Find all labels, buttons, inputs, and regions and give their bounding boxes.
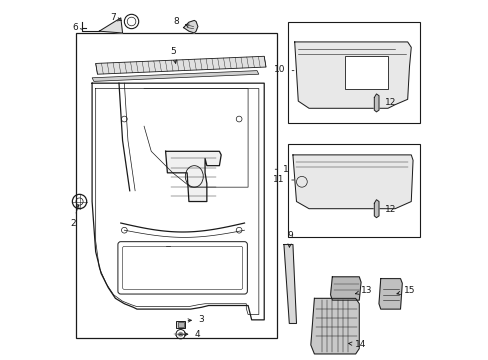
Bar bbox=[176, 320, 185, 328]
Bar bbox=[344, 56, 387, 89]
Polygon shape bbox=[378, 279, 402, 309]
Polygon shape bbox=[373, 200, 378, 218]
Polygon shape bbox=[294, 42, 410, 108]
Text: 12: 12 bbox=[374, 205, 396, 214]
Polygon shape bbox=[373, 94, 378, 112]
Text: 15: 15 bbox=[396, 286, 415, 295]
Bar bbox=[178, 322, 183, 327]
Bar bbox=[287, 22, 419, 123]
Polygon shape bbox=[183, 21, 198, 33]
Text: 11: 11 bbox=[273, 175, 284, 184]
Text: 3: 3 bbox=[187, 315, 203, 324]
Text: 9: 9 bbox=[286, 231, 292, 247]
Text: 14: 14 bbox=[348, 340, 366, 349]
Text: 5: 5 bbox=[169, 47, 175, 56]
Polygon shape bbox=[96, 56, 265, 74]
Polygon shape bbox=[292, 155, 412, 209]
Bar bbox=[287, 144, 419, 237]
Text: 7: 7 bbox=[110, 13, 122, 22]
FancyBboxPatch shape bbox=[122, 246, 242, 289]
Text: 12: 12 bbox=[374, 98, 396, 107]
Text: 8: 8 bbox=[173, 17, 189, 27]
Text: 4: 4 bbox=[183, 330, 200, 339]
Polygon shape bbox=[99, 18, 122, 33]
Polygon shape bbox=[330, 277, 360, 300]
Polygon shape bbox=[310, 298, 359, 354]
Polygon shape bbox=[284, 244, 296, 323]
Text: 6: 6 bbox=[72, 23, 78, 32]
Polygon shape bbox=[92, 71, 258, 81]
Text: 2: 2 bbox=[70, 205, 79, 228]
FancyBboxPatch shape bbox=[118, 242, 247, 294]
Text: 1: 1 bbox=[275, 165, 288, 174]
Text: 10: 10 bbox=[274, 65, 285, 74]
Bar bbox=[76, 33, 276, 338]
Circle shape bbox=[178, 332, 183, 336]
Polygon shape bbox=[165, 151, 221, 202]
Text: 13: 13 bbox=[355, 286, 372, 295]
